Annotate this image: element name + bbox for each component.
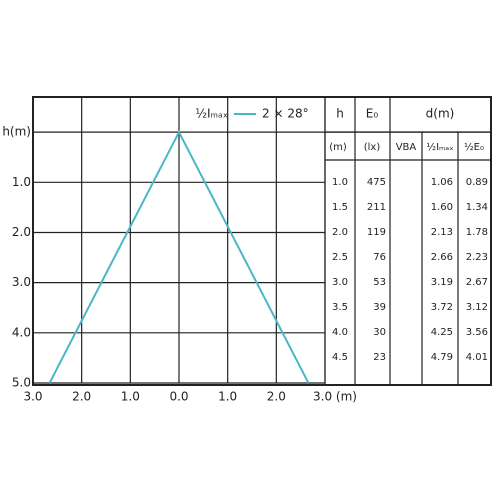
y-tick-label: 1.0: [12, 175, 31, 189]
table-cell: 4.5: [332, 352, 348, 363]
x-tick-label: 0.0: [169, 390, 188, 404]
y-tick-label: h(m): [2, 125, 31, 139]
table-cell: 1.78: [466, 227, 488, 238]
table-cell: 3.5: [332, 302, 348, 313]
table-cell: 3.19: [431, 277, 453, 288]
table-cell: 4.25: [431, 327, 453, 338]
table-cell: 0.89: [466, 177, 488, 188]
table-cell: 119: [367, 227, 386, 238]
beam-line: [48, 129, 310, 384]
table-cell: 4.01: [466, 352, 488, 363]
table-cell: 2.66: [431, 252, 453, 263]
table-cell: 1.34: [466, 202, 488, 213]
table-subheader: ½Iₘₐₓ: [426, 141, 453, 153]
table-subheader: (lx): [364, 142, 381, 153]
table-cell: 1.5: [332, 202, 348, 213]
table-cell: 3.72: [431, 302, 453, 313]
table-cell: 475: [367, 177, 386, 188]
table-subheader: VBA: [396, 142, 417, 153]
table-cell: 39: [373, 302, 386, 313]
y-tick-label: 2.0: [12, 225, 31, 239]
x-tick-label: 3.0: [23, 390, 42, 404]
table-cell: 3.56: [466, 327, 488, 338]
table-cell: 53: [373, 277, 386, 288]
table-cell: 211: [367, 202, 386, 213]
legend-label: 2 × 28°: [262, 107, 309, 121]
table-cell: 2.13: [431, 227, 453, 238]
table-cell: 3.0: [332, 277, 348, 288]
table-cell: 2.23: [466, 252, 488, 263]
table-cell: 23: [373, 352, 386, 363]
table-subheader: ½E₀: [464, 141, 484, 153]
y-tick-label: 3.0: [12, 275, 31, 289]
table-subheader: (m): [329, 142, 347, 153]
table-header: h: [336, 107, 344, 121]
y-tick-label: 4.0: [12, 325, 31, 339]
table-cell: 2.5: [332, 252, 348, 263]
table-header: E₀: [366, 107, 379, 121]
table-header: d(m): [426, 107, 455, 121]
table-cell: 4.0: [332, 327, 348, 338]
x-tick-label: 3.0 (m): [313, 390, 357, 404]
table-cell: 76: [373, 252, 386, 263]
table-cell: 2.67: [466, 277, 488, 288]
table-cell: 2.0: [332, 227, 348, 238]
x-tick-label: 2.0: [267, 390, 286, 404]
table-cell: 1.06: [431, 177, 453, 188]
table-cell: 3.12: [466, 302, 488, 313]
y-tick-label: 5.0: [12, 376, 31, 390]
table-cell: 1.0: [332, 177, 348, 188]
table-cell: 1.60: [431, 202, 453, 213]
legend-title: ½Iₘₐₓ: [195, 107, 228, 121]
table-cell: 4.79: [431, 352, 453, 363]
x-tick-label: 2.0: [72, 390, 91, 404]
table-cell: 30: [373, 327, 386, 338]
x-tick-label: 1.0: [121, 390, 140, 404]
x-tick-label: 1.0: [218, 390, 237, 404]
